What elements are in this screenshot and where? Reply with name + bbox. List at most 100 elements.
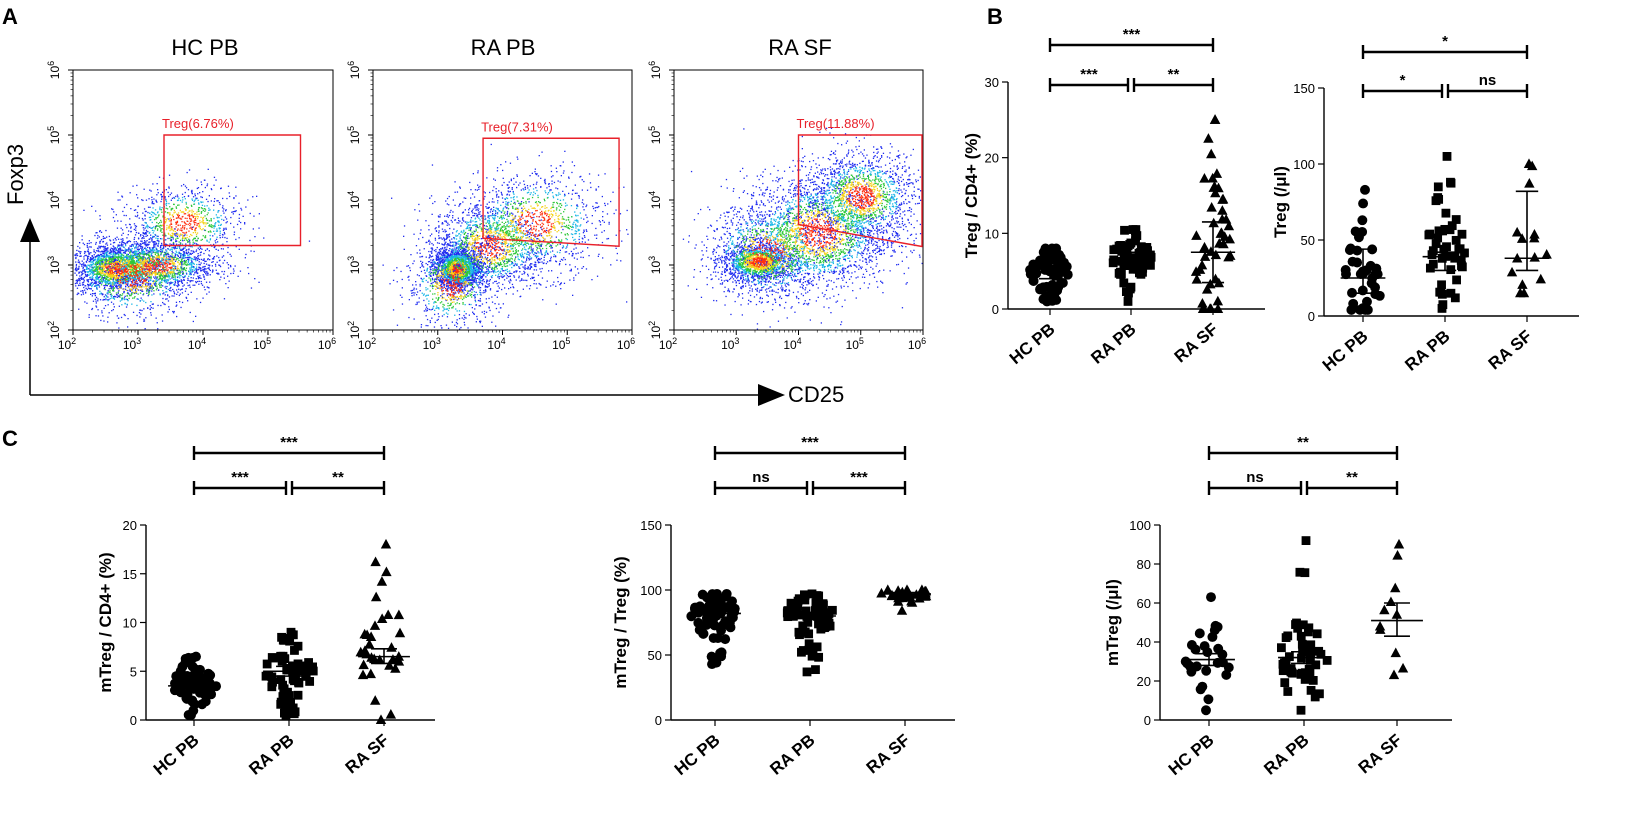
data-point bbox=[1306, 640, 1316, 650]
treg-gate-label: Treg(7.31%) bbox=[481, 119, 553, 134]
data-point bbox=[1114, 268, 1124, 278]
data-point bbox=[1370, 282, 1381, 293]
data-point bbox=[1446, 288, 1456, 298]
significance-label: *** bbox=[1123, 26, 1141, 43]
data-point bbox=[1108, 258, 1118, 268]
x-category-label: RA SF bbox=[1171, 320, 1222, 367]
data-point bbox=[1535, 273, 1546, 284]
data-point bbox=[784, 608, 794, 618]
y-tick-label: 102 bbox=[647, 321, 663, 339]
y-tick-label: 0 bbox=[130, 713, 137, 728]
series-ra-sf bbox=[355, 538, 410, 724]
data-point bbox=[1116, 241, 1125, 250]
significance-label: ** bbox=[332, 469, 344, 486]
data-point bbox=[267, 653, 277, 662]
data-point bbox=[1134, 256, 1144, 266]
data-point bbox=[1047, 243, 1057, 254]
data-point bbox=[1201, 665, 1212, 676]
data-point bbox=[1205, 278, 1216, 289]
data-point bbox=[1305, 667, 1315, 677]
x-tick-label: 106 bbox=[318, 336, 336, 352]
data-point bbox=[375, 714, 387, 724]
x-category-label: RA SF bbox=[1355, 731, 1406, 778]
data-point bbox=[1392, 549, 1403, 560]
y-tick-label: 150 bbox=[1293, 81, 1315, 96]
series-hc-pb bbox=[1180, 592, 1235, 716]
data-point bbox=[1445, 225, 1455, 235]
series-hc-pb bbox=[1340, 184, 1386, 315]
data-point bbox=[811, 665, 820, 675]
data-point bbox=[1442, 152, 1452, 161]
data-point bbox=[1212, 295, 1224, 306]
y-tick-label: 105 bbox=[647, 126, 663, 144]
data-point bbox=[358, 659, 369, 670]
data-point bbox=[1128, 253, 1137, 263]
significance-bracket: *** bbox=[192, 469, 288, 495]
data-point bbox=[1303, 627, 1313, 637]
flow-plot-title: RA SF bbox=[768, 35, 832, 60]
data-point bbox=[1457, 229, 1467, 239]
data-point bbox=[820, 622, 830, 632]
data-point bbox=[1204, 303, 1216, 313]
data-point bbox=[1390, 647, 1401, 658]
chart-mtreg-per-ul: 0 20 40 60 80 100 mTreg (/μl) HC PB RA PB RA SF ns… bbox=[1103, 434, 1452, 779]
flow-plot-3: RA SF102102103103104104105105106106Treg(… bbox=[647, 35, 926, 352]
x-tick-label: 104 bbox=[783, 336, 801, 352]
data-point bbox=[1517, 279, 1528, 289]
data-point bbox=[1213, 643, 1224, 654]
data-point bbox=[1217, 205, 1228, 215]
significance-label: * bbox=[1442, 33, 1448, 50]
data-point bbox=[1300, 675, 1310, 684]
x-category-label: HC PB bbox=[1319, 327, 1372, 376]
data-point bbox=[791, 604, 801, 614]
data-point bbox=[1541, 249, 1552, 259]
data-point bbox=[370, 591, 382, 602]
data-point bbox=[268, 677, 277, 687]
data-point bbox=[1278, 666, 1288, 676]
data-point bbox=[386, 642, 397, 652]
y-tick-label: 103 bbox=[346, 256, 362, 274]
data-point bbox=[804, 639, 814, 649]
data-point bbox=[711, 610, 722, 621]
data-point bbox=[1214, 238, 1225, 248]
y-axis-label: mTreg / Treg (%) bbox=[611, 556, 630, 688]
foxp3-axis-label: Foxp3 bbox=[3, 144, 28, 205]
data-point bbox=[1310, 692, 1320, 702]
data-point bbox=[823, 613, 833, 623]
significance-bracket: * bbox=[1361, 33, 1529, 59]
cd25-arrow-icon bbox=[758, 384, 785, 406]
panel-label-b: B bbox=[987, 4, 1003, 29]
data-point bbox=[1191, 274, 1203, 284]
data-point bbox=[1036, 257, 1047, 268]
y-tick-label: 80 bbox=[1137, 557, 1151, 572]
data-point bbox=[1322, 656, 1332, 665]
data-point bbox=[1190, 644, 1201, 655]
y-tick-label: 104 bbox=[647, 191, 663, 209]
data-point bbox=[1207, 172, 1218, 183]
y-axis-label: Treg / CD4+ (%) bbox=[962, 133, 981, 258]
data-point bbox=[1346, 304, 1357, 315]
data-point bbox=[381, 566, 392, 577]
data-point bbox=[1199, 241, 1210, 252]
x-category-label: RA PB bbox=[245, 731, 297, 779]
data-point bbox=[716, 651, 727, 662]
data-point bbox=[694, 624, 705, 635]
data-point bbox=[281, 710, 291, 720]
y-tick-label: 20 bbox=[1137, 674, 1151, 689]
data-point bbox=[1529, 252, 1540, 262]
data-point bbox=[797, 647, 806, 657]
significance-bracket: *** bbox=[811, 469, 907, 495]
y-tick-label: 0 bbox=[992, 302, 999, 317]
data-point bbox=[1117, 256, 1127, 266]
data-point bbox=[1217, 213, 1228, 224]
flow-plot-2: RA PB102102103103104104105105106106Treg(… bbox=[346, 35, 635, 352]
x-category-label: HC PB bbox=[1006, 320, 1059, 369]
data-point bbox=[876, 587, 887, 598]
data-point bbox=[393, 609, 405, 620]
data-point bbox=[284, 691, 294, 700]
data-point bbox=[1201, 284, 1213, 294]
data-point bbox=[189, 699, 200, 710]
data-point bbox=[1454, 244, 1464, 254]
data-point bbox=[794, 610, 804, 619]
